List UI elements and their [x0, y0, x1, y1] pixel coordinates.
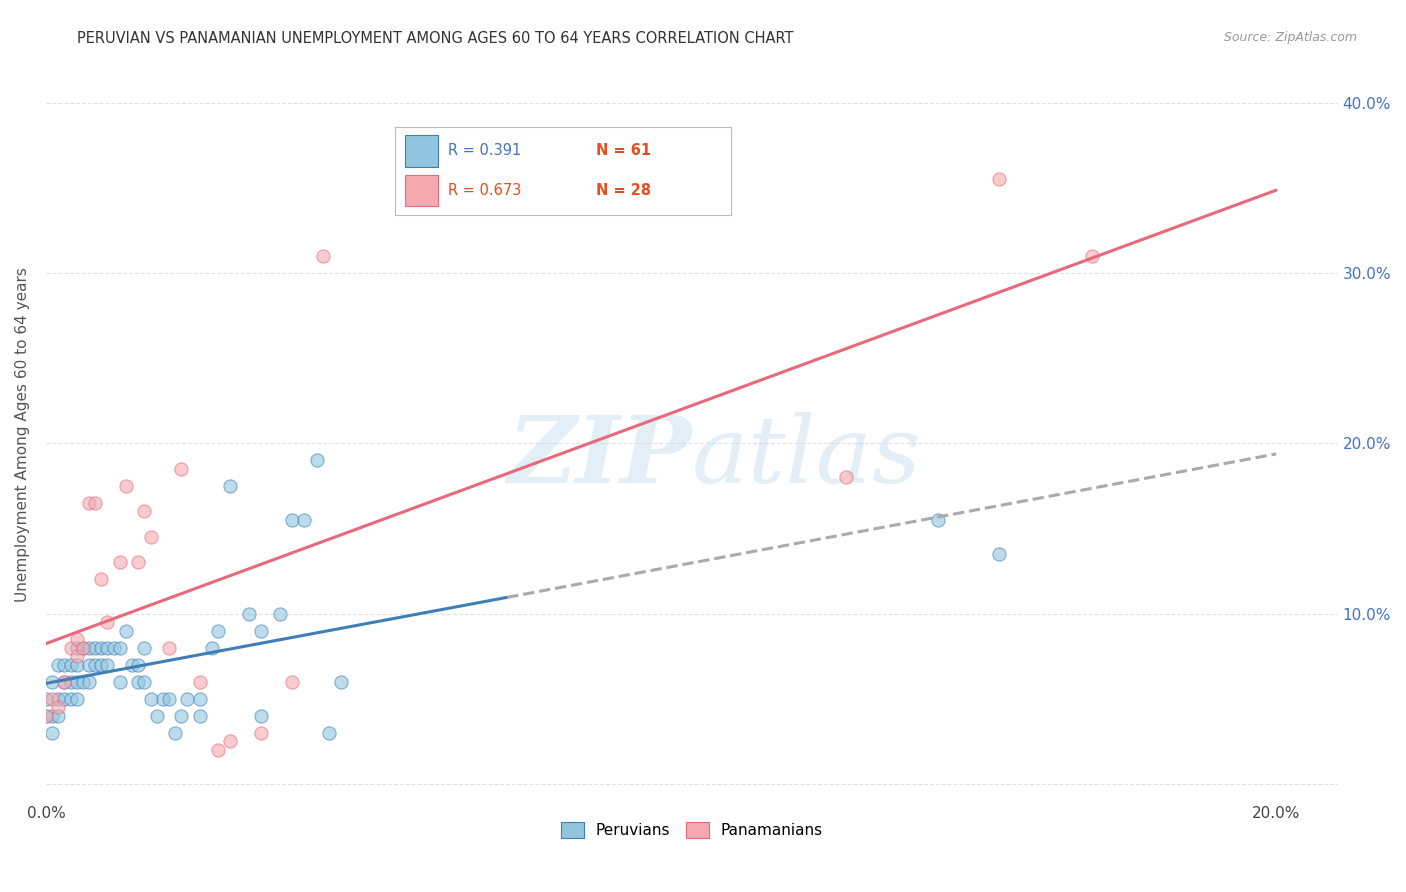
Point [66, 674, 89, 689]
Point [988, 172, 1011, 186]
Point [269, 607, 291, 621]
Text: Source: ZipAtlas.com: Source: ZipAtlas.com [1223, 31, 1357, 45]
Point [115, 479, 138, 493]
Point [66, 691, 89, 706]
Point [59, 674, 82, 689]
Point [77, 657, 100, 672]
Point [46, 708, 69, 723]
Point [127, 657, 149, 672]
Point [59, 657, 82, 672]
Point [134, 640, 156, 655]
Point [77, 496, 100, 510]
Point [46, 657, 69, 672]
Point [157, 691, 180, 706]
Point [318, 725, 340, 739]
Point [152, 691, 174, 706]
Point [188, 708, 211, 723]
Point [312, 249, 335, 263]
Point [90, 657, 112, 672]
Point [41, 691, 63, 706]
Point [66, 632, 89, 646]
Point [145, 708, 167, 723]
Point [115, 624, 138, 638]
Point [281, 674, 304, 689]
Point [281, 513, 304, 527]
Point [165, 725, 187, 739]
Point [53, 674, 76, 689]
Point [139, 691, 162, 706]
Text: atlas: atlas [692, 412, 921, 501]
Point [84, 640, 107, 655]
Point [53, 674, 76, 689]
Point [157, 640, 180, 655]
Point [834, 470, 856, 484]
Point [66, 640, 89, 655]
Point [72, 640, 94, 655]
Point [108, 556, 131, 570]
Point [35, 708, 58, 723]
Point [292, 513, 315, 527]
Point [90, 640, 112, 655]
Point [170, 708, 193, 723]
Point [219, 479, 242, 493]
Point [139, 530, 162, 544]
Point [103, 640, 125, 655]
Point [90, 573, 112, 587]
Point [188, 674, 211, 689]
Point [53, 691, 76, 706]
Point [121, 657, 143, 672]
Point [988, 547, 1011, 561]
Point [108, 640, 131, 655]
Point [207, 624, 229, 638]
Point [41, 674, 63, 689]
Point [96, 657, 118, 672]
Point [250, 708, 273, 723]
Point [127, 556, 149, 570]
Point [170, 462, 193, 476]
Point [66, 649, 89, 664]
Point [77, 674, 100, 689]
Point [176, 691, 198, 706]
Point [134, 674, 156, 689]
Point [84, 496, 107, 510]
Point [41, 708, 63, 723]
Point [127, 674, 149, 689]
Text: PERUVIAN VS PANAMANIAN UNEMPLOYMENT AMONG AGES 60 TO 64 YEARS CORRELATION CHART: PERUVIAN VS PANAMANIAN UNEMPLOYMENT AMON… [77, 31, 794, 46]
Point [207, 743, 229, 757]
Point [46, 691, 69, 706]
Point [330, 674, 353, 689]
Point [1080, 249, 1102, 263]
Y-axis label: Unemployment Among Ages 60 to 64 years: Unemployment Among Ages 60 to 64 years [15, 268, 30, 602]
Point [927, 513, 949, 527]
Point [108, 674, 131, 689]
Point [201, 640, 224, 655]
Point [72, 640, 94, 655]
Legend: Peruvians, Panamanians: Peruvians, Panamanians [554, 816, 830, 845]
Point [46, 700, 69, 714]
Text: ZIP: ZIP [508, 412, 692, 501]
Point [305, 453, 328, 467]
Point [77, 640, 100, 655]
Point [238, 607, 260, 621]
Point [219, 734, 242, 748]
Point [41, 725, 63, 739]
Point [35, 691, 58, 706]
Point [72, 674, 94, 689]
Point [250, 725, 273, 739]
Point [53, 657, 76, 672]
Point [59, 640, 82, 655]
Point [59, 691, 82, 706]
Point [96, 640, 118, 655]
Point [250, 624, 273, 638]
Point [35, 708, 58, 723]
Point [96, 615, 118, 629]
Point [66, 657, 89, 672]
Point [84, 657, 107, 672]
Point [134, 504, 156, 518]
Point [188, 691, 211, 706]
